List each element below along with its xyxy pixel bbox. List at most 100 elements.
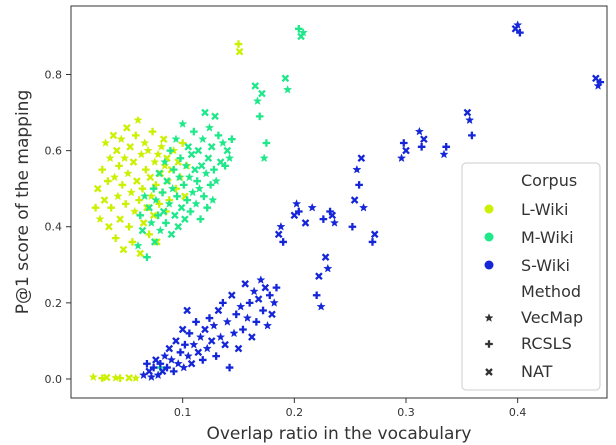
data-point-m-wiki-star [164, 199, 174, 208]
data-point-s-wiki-plus [259, 306, 267, 315]
data-point-m-wiki-plus [176, 154, 185, 163]
data-point-s-wiki-star [352, 164, 362, 174]
data-point-m-wiki-star [188, 187, 198, 197]
y-tick-label: 0.0 [45, 373, 63, 386]
data-point-m-wiki-star [168, 183, 178, 193]
y-tick-label: 0.4 [45, 221, 63, 234]
data-point-l-wiki-plus [135, 196, 143, 204]
data-point-l-wiki-star [133, 115, 143, 125]
data-point-m-wiki-x [251, 82, 260, 90]
data-point-s-wiki-plus [312, 291, 321, 300]
data-point-m-wiki-plus [295, 25, 303, 33]
data-point-s-wiki-star [166, 355, 177, 364]
data-point-m-wiki-plus [183, 196, 191, 204]
data-point-l-wiki-star [111, 373, 121, 382]
legend-label-vecmap: VecMap [521, 308, 583, 327]
data-point-s-wiki-x [187, 359, 196, 368]
legend-item-vecmap: VecMap [484, 308, 583, 327]
data-point-m-wiki-plus [193, 177, 201, 185]
data-point-m-wiki-plus [255, 112, 264, 121]
data-point-s-wiki-x [261, 283, 270, 292]
data-point-m-wiki-plus [169, 165, 178, 174]
data-point-l-wiki-x [123, 123, 131, 132]
data-point-s-wiki-x [328, 211, 337, 220]
data-point-s-wiki-star [229, 328, 239, 338]
data-point-s-wiki-star [189, 339, 199, 349]
x-axis-label: Overlap ratio in the vocabulary [206, 424, 471, 444]
data-point-s-wiki-plus [143, 359, 151, 368]
data-point-s-wiki-star [146, 372, 156, 381]
data-point-s-wiki-plus [399, 139, 408, 147]
data-point-l-wiki-plus [152, 181, 160, 189]
legend-swatch-l-wiki [484, 204, 494, 214]
data-point-m-wiki-star [181, 161, 191, 170]
data-point-m-wiki-plus [186, 207, 195, 216]
data-point-m-wiki-x [204, 154, 213, 163]
data-point-s-wiki-plus [252, 318, 261, 326]
legend-plus-icon [485, 340, 493, 348]
data-point-s-wiki-star [269, 298, 279, 307]
data-point-m-wiki-x [177, 203, 186, 212]
data-point-l-wiki-x [126, 143, 134, 151]
data-point-s-wiki-x [221, 340, 229, 349]
legend-label-l-wiki: L-Wiki [521, 200, 568, 219]
data-point-s-wiki-plus [225, 363, 234, 372]
data-point-l-wiki-plus [116, 374, 124, 383]
data-point-s-wiki-star [209, 320, 219, 330]
data-point-l-wiki-star [156, 142, 166, 151]
data-point-m-wiki-plus [214, 131, 223, 140]
data-point-s-wiki-x [254, 295, 263, 303]
data-point-s-wiki-plus [205, 314, 214, 322]
data-point-l-wiki-star [153, 149, 163, 159]
data-point-s-wiki-x [158, 367, 167, 376]
legend-item-rcsls: RCSLS [485, 334, 572, 353]
data-point-s-wiki-x [370, 230, 379, 239]
data-point-l-wiki-x [153, 238, 161, 246]
data-point-l-wiki-star [131, 373, 141, 383]
legend: Corpus L-Wiki M-Wiki S-Wiki Method VecMa… [461, 162, 601, 391]
data-point-l-wiki-plus [125, 222, 133, 231]
data-point-s-wiki-plus [516, 28, 524, 37]
data-point-l-wiki-x [93, 184, 102, 193]
data-point-s-wiki-star [359, 202, 369, 212]
data-point-l-wiki-star [88, 372, 98, 381]
data-point-l-wiki-star [105, 153, 115, 163]
data-point-l-wiki-star [143, 145, 153, 155]
data-point-m-wiki-star [259, 153, 269, 163]
data-point-s-wiki-star [292, 199, 302, 208]
data-point-m-wiki-star [155, 225, 165, 235]
data-point-l-wiki-x [159, 135, 168, 144]
data-point-m-wiki-x [258, 89, 266, 98]
plot-frame [70, 5, 608, 399]
data-point-l-wiki-x [146, 173, 155, 182]
data-point-s-wiki-star [465, 115, 475, 125]
data-point-l-wiki-star [136, 149, 146, 159]
y-axis-label: P@1 score of the mapping [13, 90, 33, 315]
data-point-s-wiki-plus [265, 291, 274, 300]
data-point-m-wiki-plus [179, 181, 188, 189]
data-point-s-wiki-plus [272, 283, 281, 292]
data-point-m-wiki-x [194, 146, 203, 155]
data-point-m-wiki-x [171, 211, 179, 220]
data-point-l-wiki-x [129, 158, 138, 166]
data-point-l-wiki-x [105, 222, 113, 231]
data-point-l-wiki-x [235, 47, 244, 56]
data-point-l-wiki-plus [148, 127, 157, 136]
data-point-s-wiki-plus [417, 143, 426, 151]
data-point-s-wiki-x [201, 325, 209, 334]
data-point-s-wiki-x [165, 344, 174, 353]
data-point-s-wiki-plus [192, 318, 200, 326]
data-point-m-wiki-plus [262, 139, 271, 147]
data-point-l-wiki-plus [121, 200, 130, 208]
data-point-m-wiki-star [208, 195, 218, 204]
data-point-m-wiki-x [174, 222, 183, 231]
y-tick-label: 0.2 [45, 297, 63, 310]
data-point-m-wiki-star [283, 84, 293, 94]
data-point-m-wiki-star [160, 157, 170, 166]
data-point-m-wiki-star [178, 119, 188, 128]
data-point-m-wiki-star [194, 183, 204, 193]
data-point-s-wiki-plus [149, 363, 158, 372]
legend-label-rcsls: RCSLS [521, 334, 572, 353]
data-point-m-wiki-x [216, 158, 225, 166]
